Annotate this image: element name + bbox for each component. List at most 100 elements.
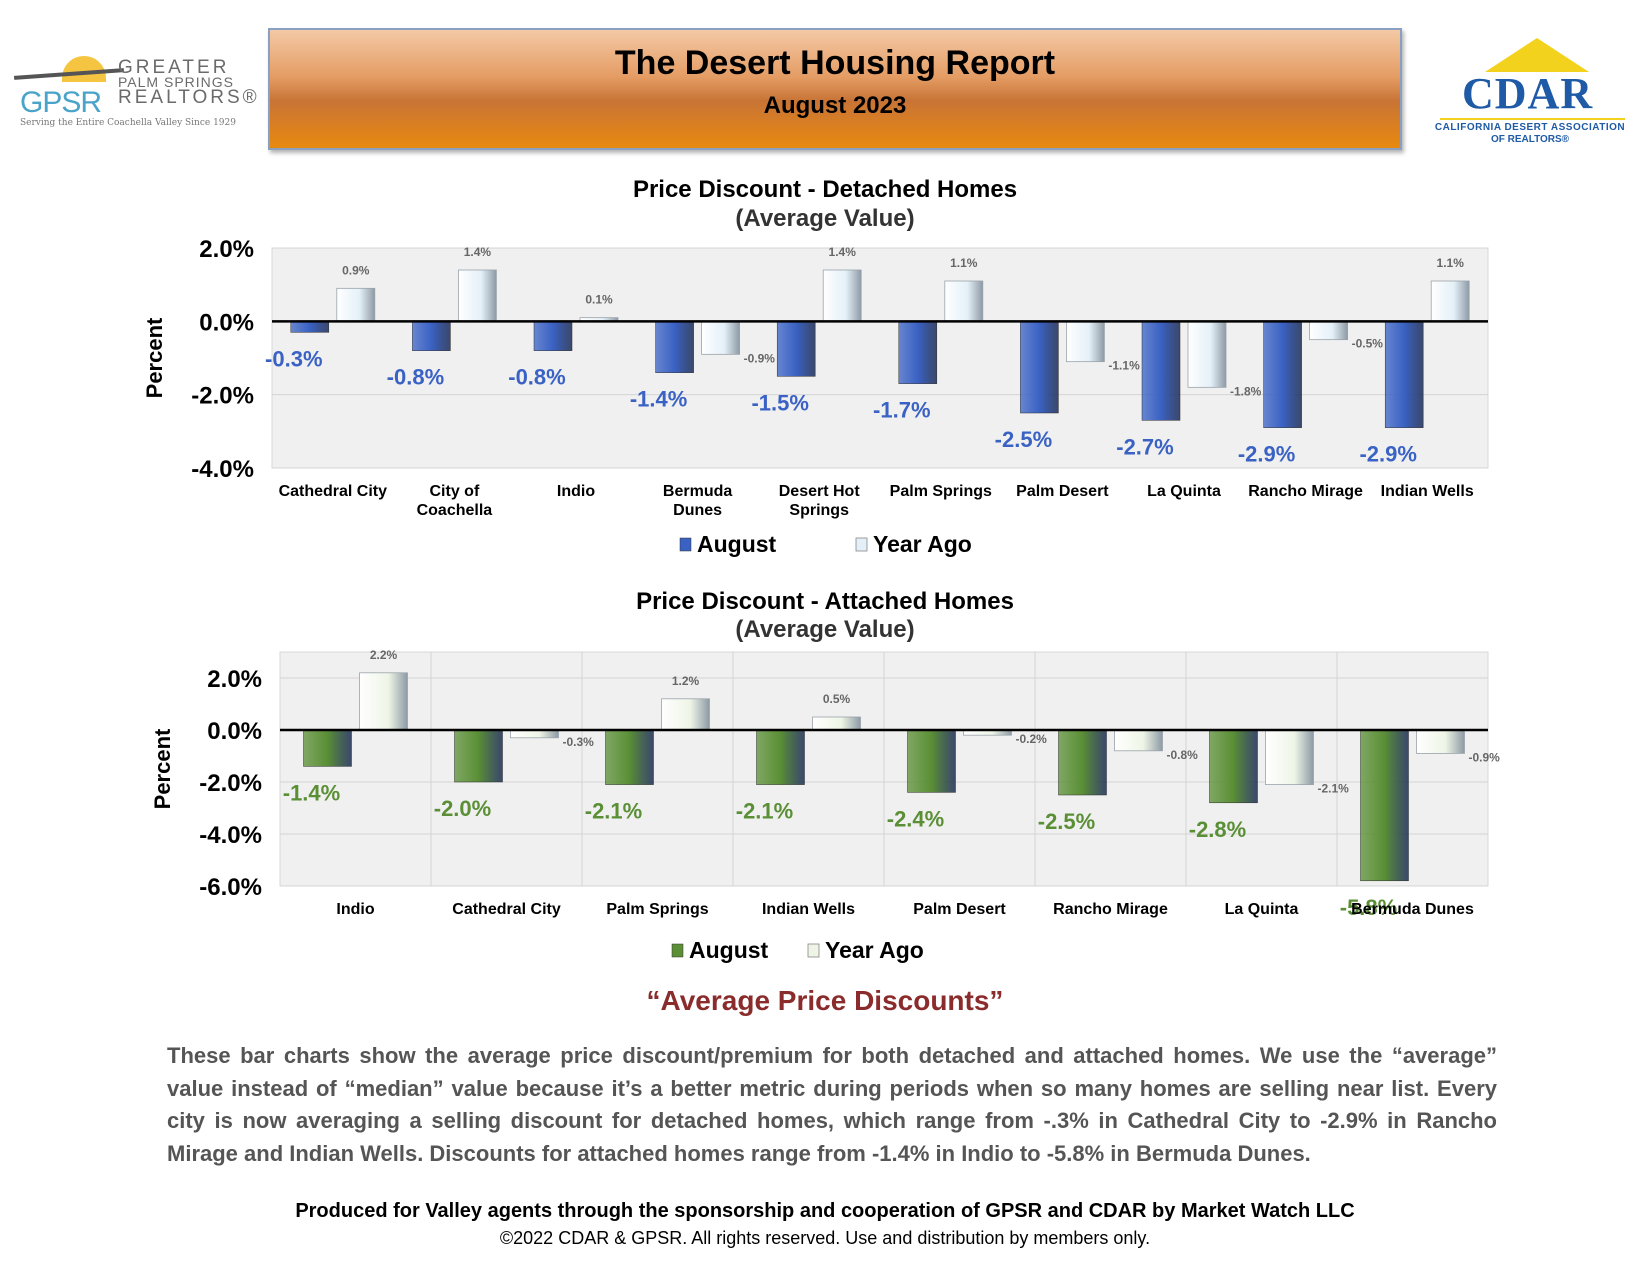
attached-label-year-ago-indian-wells: 0.5%	[823, 692, 851, 706]
detached-bar-year-ago-palm-springs	[944, 280, 984, 322]
detached-x-tick-label: Indio	[557, 483, 595, 500]
detached-label-year-ago-palm-desert: -1.1%	[1108, 359, 1140, 373]
attached-legend-august-label: August	[689, 937, 769, 963]
detached-x-tick-label: Palm Springs	[890, 483, 992, 500]
attached-label-august-cathedral-city: -2.0%	[434, 796, 491, 821]
commentary-headline: “Average Price Discounts”	[646, 985, 1004, 1016]
house-roof-icon	[1485, 38, 1589, 72]
detached-bar-august-la-quinta	[1141, 321, 1181, 421]
attached-chart-title: Price Discount - Attached Homes	[636, 588, 1014, 615]
detached-bar-august-desert-hot-springs	[776, 321, 816, 377]
detached-bar-year-ago-palm-desert	[1066, 320, 1105, 363]
detached-legend-august-label: August	[697, 531, 777, 557]
attached-bar-august-indian-wells	[756, 729, 805, 785]
detached-label-august-palm-desert: -2.5%	[995, 427, 1052, 452]
attached-label-august-palm-springs: -2.1%	[585, 799, 642, 824]
attached-y-tick-label: -6.0%	[199, 874, 262, 901]
detached-homes-chart: 2.0% 0.0% -2.0% -4.0% Percent -0.3% 0.9% Cathed…	[142, 236, 1489, 557]
attached-y-tick-label: -2.0%	[199, 770, 262, 797]
detached-legend-august-swatch	[679, 537, 692, 552]
attached-y-tick-label: -4.0%	[199, 822, 262, 849]
detached-x-tick-label: La Quinta	[1147, 483, 1221, 500]
detached-bar-august-cathedral-city	[290, 321, 330, 333]
detached-chart-subtitle: (Average Value)	[735, 205, 915, 232]
attached-bar-year-ago-rancho-mirage	[1114, 729, 1163, 752]
attached-bar-august-bermuda-dunes	[1360, 729, 1409, 882]
detached-bar-year-ago-city-of-coachella	[457, 269, 497, 322]
detached-bar-august-palm-springs	[898, 321, 938, 384]
detached-y-tick-label: 2.0%	[199, 236, 254, 263]
attached-label-year-ago-palm-desert: -0.2%	[1016, 732, 1048, 746]
attached-label-year-ago-la-quinta: -2.1%	[1318, 782, 1350, 796]
detached-label-year-ago-cathedral-city: 0.9%	[342, 263, 370, 277]
detached-label-august-bermuda-dunes: -1.4%	[630, 387, 687, 412]
detached-label-august-rancho-mirage: -2.9%	[1238, 442, 1295, 467]
attached-y-tick-label: 2.0%	[207, 666, 262, 693]
attached-bar-august-rancho-mirage	[1058, 729, 1107, 796]
attached-label-year-ago-rancho-mirage: -0.8%	[1167, 748, 1199, 762]
detached-label-august-la-quinta: -2.7%	[1116, 434, 1173, 459]
detached-bar-year-ago-la-quinta	[1187, 320, 1227, 388]
attached-x-tick-label: Cathedral City	[452, 901, 561, 918]
detached-label-year-ago-desert-hot-springs: 1.4%	[829, 245, 857, 259]
attached-label-year-ago-indio: 2.2%	[370, 648, 398, 662]
attached-bar-august-cathedral-city	[454, 729, 503, 783]
gpsr-tagline: Serving the Entire Coachella Valley Sinc…	[20, 118, 236, 128]
detached-legend-year-ago-label: Year Ago	[873, 531, 972, 557]
attached-y-axis-label: Percent	[150, 728, 175, 809]
attached-label-august-indio: -1.4%	[283, 780, 340, 805]
detached-y-axis-label: Percent	[142, 317, 167, 398]
attached-bar-year-ago-palm-springs	[661, 698, 710, 731]
detached-x-tick-label: City of	[430, 483, 480, 500]
attached-y-tick-label: 0.0%	[207, 718, 262, 745]
attached-x-tick-label: Palm Springs	[606, 901, 708, 918]
detached-x-tick-label: Palm Desert	[1016, 483, 1109, 500]
detached-label-year-ago-palm-springs: 1.1%	[950, 256, 978, 270]
report-subtitle: August 2023	[763, 92, 907, 119]
attached-bar-august-la-quinta	[1209, 729, 1258, 804]
attached-bar-year-ago-indian-wells	[812, 716, 861, 731]
attached-label-august-palm-desert: -2.4%	[887, 806, 944, 831]
attached-label-august-la-quinta: -2.8%	[1189, 817, 1246, 842]
footer-copyright: ©2022 CDAR & GPSR. All rights reserved. …	[499, 1228, 1151, 1248]
attached-bar-august-palm-desert	[907, 729, 956, 793]
detached-y-tick-label: -2.0%	[191, 383, 254, 410]
detached-label-year-ago-rancho-mirage: -0.5%	[1352, 337, 1384, 351]
attached-x-tick-label: Rancho Mirage	[1053, 901, 1168, 918]
detached-label-year-ago-city-of-coachella: 1.4%	[464, 245, 492, 259]
attached-bar-year-ago-bermuda-dunes	[1416, 729, 1465, 754]
detached-y-tick-label: -4.0%	[191, 456, 254, 483]
detached-bar-august-indio	[533, 321, 573, 351]
detached-bar-august-palm-desert	[1020, 321, 1059, 414]
report-banner: The Desert Housing Report August 2023	[268, 28, 1402, 150]
cdar-logo: CDAR CALIFORNIA DESERT ASSOCIATION OF RE…	[1430, 38, 1630, 148]
attached-chart-subtitle: (Average Value)	[735, 616, 915, 643]
attached-label-year-ago-bermuda-dunes: -0.9%	[1469, 750, 1501, 764]
detached-bar-august-rancho-mirage	[1263, 321, 1302, 428]
detached-bar-august-bermuda-dunes	[655, 321, 694, 373]
attached-bar-august-indio	[303, 729, 352, 767]
detached-bar-august-city-of-coachella	[412, 321, 451, 351]
detached-bar-year-ago-rancho-mirage	[1309, 320, 1348, 341]
attached-label-august-bermuda-dunes: -5.8%	[1340, 895, 1397, 920]
commentary-body: These bar charts show the average price …	[167, 1043, 1497, 1166]
detached-x-tick-label: Rancho Mirage	[1248, 483, 1363, 500]
detached-bar-year-ago-cathedral-city	[336, 287, 376, 322]
gpsr-line1: GREATER	[118, 57, 230, 78]
attached-x-tick-label: Palm Desert	[913, 901, 1006, 918]
attached-label-year-ago-cathedral-city: -0.3%	[563, 735, 595, 749]
attached-legend-august-swatch	[671, 943, 684, 958]
attached-label-year-ago-palm-springs: 1.2%	[672, 674, 700, 688]
detached-label-year-ago-bermuda-dunes: -0.9%	[744, 351, 776, 365]
attached-x-tick-label: Indian Wells	[762, 901, 855, 918]
detached-label-august-cathedral-city: -0.3%	[265, 346, 322, 371]
detached-x-tick-label: Dunes	[673, 502, 722, 519]
attached-bar-year-ago-la-quinta	[1265, 729, 1314, 785]
detached-bar-year-ago-bermuda-dunes	[701, 320, 740, 355]
gpsr-line2: PALM SPRINGS	[118, 74, 234, 90]
detached-x-tick-label: Springs	[789, 502, 849, 519]
detached-bar-year-ago-indian-wells	[1430, 280, 1470, 322]
gpsr-logo: GPSR GREATER PALM SPRINGS REALTORS® Serv…	[13, 50, 257, 130]
detached-x-tick-label: Bermuda	[663, 483, 732, 500]
detached-plot-area	[271, 247, 1489, 469]
